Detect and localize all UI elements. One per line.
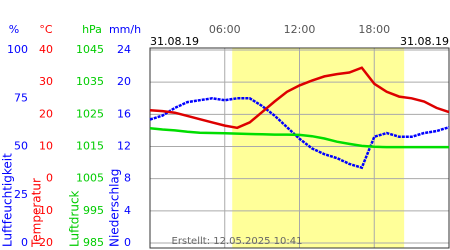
y-tick-label: 1015 [76,140,104,153]
y-tick-label: 24 [117,43,131,56]
y-tick-label: 8 [124,172,131,185]
axis-title: Temperatur [30,178,44,248]
y-tick-label: -20 [35,236,53,249]
y-tick-label: 100 [7,43,28,56]
axis-unit: hPa [82,23,102,36]
y-tick-label: 75 [14,91,28,104]
x-tick-label: 12:00 [284,23,316,36]
y-tick-label: 995 [83,204,104,217]
date-label: 31.08.19 [400,35,449,48]
y-tick-label: 30 [39,75,53,88]
data-line [149,66,450,130]
axis-title: Niederschlag [108,169,122,247]
y-tick-label: 1035 [76,75,104,88]
y-tick-label: 40 [39,43,53,56]
axis-unit: °C [39,23,53,36]
y-tick-label: 0 [46,172,53,185]
date-label: 31.08.19 [150,35,199,48]
data-line [149,97,450,170]
y-tick-label: 20 [39,107,53,120]
y-tick-label: 4 [124,204,131,217]
footer: Erstellt: 12.05.2025 10:41 [172,236,303,247]
x-tick-label: 06:00 [209,23,241,36]
axis-unit: % [9,23,19,36]
y-tick-label: -10 [35,204,53,217]
data-line [149,126,449,149]
y-tick-label: 1005 [76,172,104,185]
y-tick-label: 0 [124,236,131,249]
y-tick-label: 1045 [76,43,104,56]
y-tick-label: 50 [14,140,28,153]
y-tick-label: 12 [117,140,131,153]
axis-unit: mm/h [109,23,141,36]
axis-title: Luftdruck [68,190,82,247]
y-tick-label: 20 [117,75,131,88]
y-tick-label: 1025 [76,107,104,120]
y-tick-label: 0 [21,236,28,249]
x-tick-label: 18:00 [358,23,390,36]
y-tick-label: 25 [14,188,28,201]
y-tick-label: 16 [117,107,131,120]
y-tick-label: 10 [39,140,53,153]
axis-title: Luftfeuchtigkeit [1,153,15,247]
y-tick-label: 985 [83,236,104,249]
